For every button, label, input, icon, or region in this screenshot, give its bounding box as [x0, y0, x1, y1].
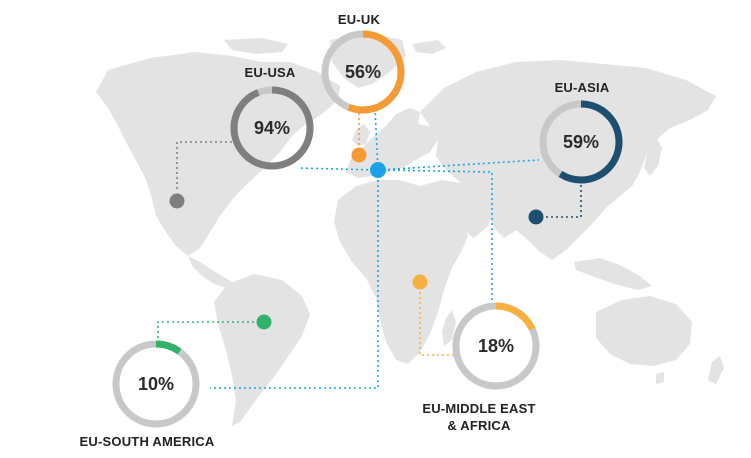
eu-south-america-location-dot [256, 314, 272, 330]
eu-asia-location-dot [528, 209, 544, 225]
eu-middle-east-africa-region-label-line: & AFRICA [447, 418, 511, 433]
eu-uk-percent-label: 56% [345, 62, 381, 82]
world-map-background [96, 34, 724, 426]
eu-asia-percent-label: 59% [563, 132, 599, 152]
eu-asia-region-label-line: EU-ASIA [555, 80, 610, 95]
connector-lines [157, 107, 582, 389]
eu-middle-east-africa-region-label-line: EU-MIDDLE EAST [422, 401, 535, 416]
eu-middle-east-africa-location-dot [412, 274, 428, 290]
eu-asia-ring-value-arc [539, 100, 623, 184]
location-markers [169, 147, 544, 330]
eu-middle-east-africa-connector-line [419, 292, 455, 356]
eu-usa-ring-value-arc [230, 86, 314, 170]
eu-south-america-percent-label: 10% [138, 374, 174, 394]
eu-usa-region-label-line: EU-USA [244, 65, 295, 80]
hub-connector-line-5 [210, 170, 379, 389]
eu-uk-ring-value-arc [321, 30, 405, 114]
eu-asia-connector-line [546, 180, 582, 218]
donut-rings: 56% 94% 59% 18% 10% [112, 30, 623, 428]
hub-connector-line-1 [374, 107, 379, 171]
eu-uk-region-label: EU-UK [338, 12, 381, 27]
eu-uk-location-dot [351, 147, 367, 163]
eu-south-america-region-label-line: EU-SOUTH AMERICA [80, 434, 215, 449]
eu-south-america-ring-value-arc [112, 340, 200, 428]
hub-connector-line-3 [377, 159, 540, 171]
region-labels: EU-UK EU-USA EU-ASIA EU-MIDDLE EAST & AFRICA… [80, 12, 610, 449]
eu-usa-location-dot [169, 193, 185, 209]
eu-middle-east-africa-region-label: EU-MIDDLE EAST & AFRICA [422, 401, 535, 433]
eu-south-america-region-label: EU-SOUTH AMERICA [80, 434, 215, 449]
eu-usa-connector-line [176, 141, 232, 191]
eu-usa-region-label: EU-USA [244, 65, 295, 80]
hub-connector-line-2 [297, 167, 379, 171]
eu-middle-east-africa-ring-value-arc [452, 302, 540, 390]
eu-middle-east-africa-percent-label: 18% [478, 336, 514, 356]
europe-hub-dot [370, 162, 386, 178]
eu-asia-region-label: EU-ASIA [555, 80, 610, 95]
eu-south-america-connector-line [157, 321, 264, 342]
eu-uk-region-label-line: EU-UK [338, 12, 381, 27]
eu-usa-percent-label: 94% [254, 118, 290, 138]
